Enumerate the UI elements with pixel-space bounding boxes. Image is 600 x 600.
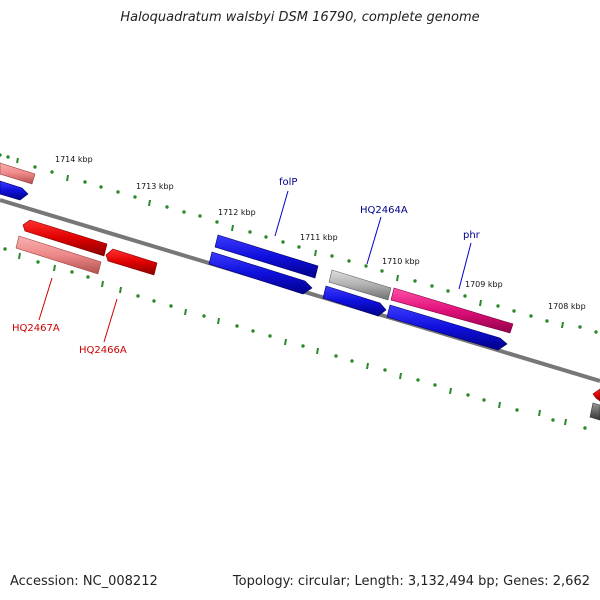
accession-label: Accession: NC_008212 (10, 574, 158, 589)
scale-label-1714: 1714 kbp (55, 155, 93, 164)
leader-line-hq2467a (38, 277, 53, 321)
gene-feature-pink[interactable] (0, 162, 36, 185)
scale-label-1708: 1708 kbp (548, 302, 586, 311)
gene-feature-dark[interactable] (589, 402, 600, 421)
scale-label-1710: 1710 kbp (382, 257, 420, 266)
leader-line-phr (458, 242, 472, 290)
scale-label-1713: 1713 kbp (136, 182, 174, 191)
gene-label-hq2466a[interactable]: HQ2466A (79, 345, 127, 356)
gene-feature-blue[interactable] (208, 251, 313, 295)
leader-line-hq2464a (366, 216, 382, 265)
scale-label-1712: 1712 kbp (218, 208, 256, 217)
gene-label-hq2464a[interactable]: HQ2464A (360, 205, 408, 216)
leader-line-hq2466a (103, 298, 118, 343)
gene-feature-magenta-phr[interactable] (390, 287, 514, 334)
gene-feature-pink[interactable] (15, 235, 102, 275)
gene-feature-red[interactable] (22, 219, 108, 257)
gene-feature-blue[interactable] (322, 285, 387, 317)
gene-label-hq2467a[interactable]: HQ2467A (12, 323, 60, 334)
leader-line-folp (274, 190, 289, 237)
outer-scale-ticks (0, 153, 598, 334)
gene-label-phr[interactable]: phr (463, 230, 481, 241)
gene-label-folp[interactable]: folP (279, 177, 297, 188)
map-title: Haloquadratum walsbyi DSM 16790, complet… (120, 10, 480, 25)
gene-feature-grey-hq2464a[interactable] (328, 269, 392, 301)
scale-label-1711: 1711 kbp (300, 233, 338, 242)
gene-feature-red[interactable] (105, 248, 158, 276)
gene-feature-blue[interactable] (386, 304, 508, 351)
scale-label-1709: 1709 kbp (465, 280, 503, 289)
inner-scale-ticks (3, 247, 587, 430)
gene-feature-blue-folp[interactable] (214, 234, 319, 279)
gene-feature-red[interactable] (592, 388, 600, 402)
genome-summary: Topology: circular; Length: 3,132,494 bp… (232, 574, 590, 589)
gene-feature-blue[interactable] (0, 180, 29, 201)
